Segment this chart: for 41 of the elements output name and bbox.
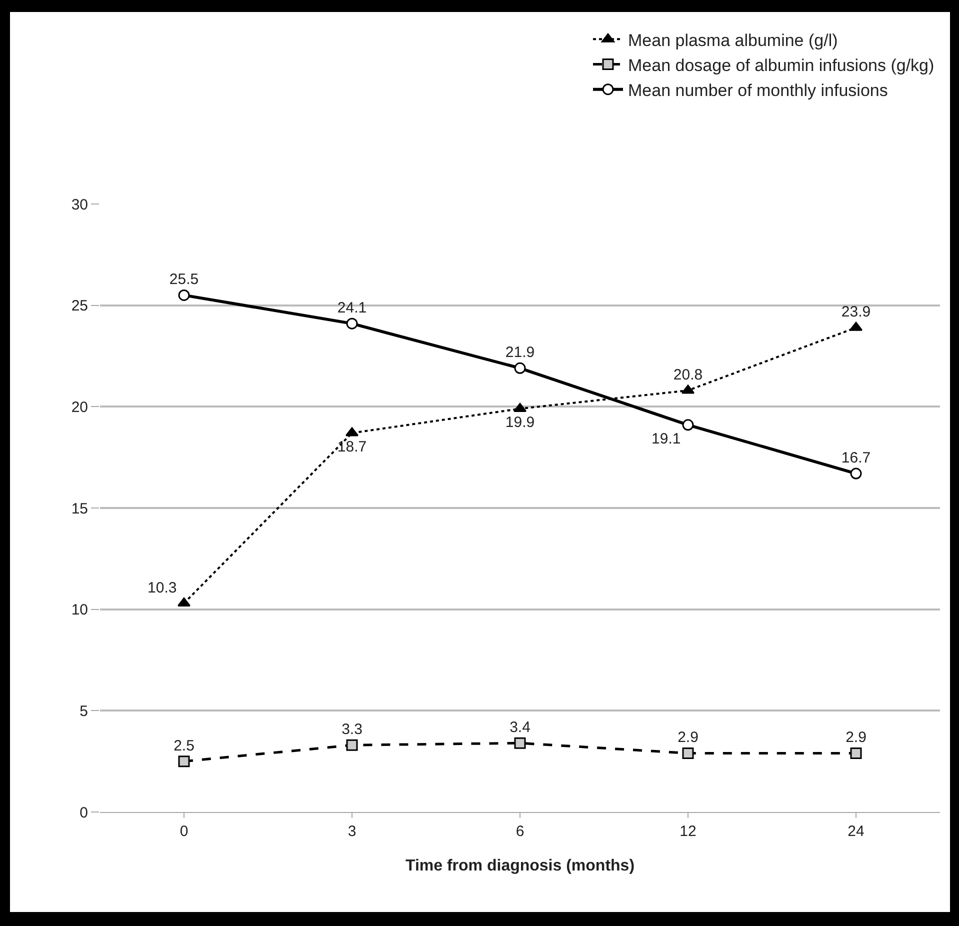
legend-label: Mean number of monthly infusions bbox=[628, 80, 888, 100]
point bbox=[850, 468, 862, 480]
y-tick-label: 0 bbox=[80, 804, 88, 822]
point bbox=[346, 739, 358, 751]
legend-label: Mean dosage of albumin infusions (g/kg) bbox=[628, 56, 934, 75]
x-tick-label: 24 bbox=[848, 823, 864, 840]
data-label: 23.9 bbox=[841, 304, 871, 321]
data-label: 2.9 bbox=[846, 729, 866, 746]
point bbox=[178, 289, 190, 301]
x-axis-title: Time from diagnosis (months) bbox=[405, 858, 635, 875]
y-tick-label: 15 bbox=[71, 500, 88, 518]
point bbox=[850, 747, 862, 759]
data-label: 10.3 bbox=[148, 579, 177, 596]
y-tick-label: 5 bbox=[80, 702, 88, 720]
legend-label: Mean plasma albumine (g/l) bbox=[628, 30, 838, 50]
data-label: 3.4 bbox=[510, 719, 530, 736]
data-label: 3.3 bbox=[342, 721, 362, 738]
point bbox=[178, 756, 190, 768]
data-label: 2.5 bbox=[174, 737, 194, 754]
data-label: 19.1 bbox=[652, 430, 681, 448]
x-tick-label: 3 bbox=[348, 823, 356, 840]
x-tick-label: 6 bbox=[516, 823, 524, 840]
point bbox=[682, 419, 694, 431]
data-label: 2.9 bbox=[678, 729, 698, 746]
data-label: 16.7 bbox=[841, 450, 871, 467]
x-tick-label: 12 bbox=[680, 823, 696, 840]
point bbox=[514, 362, 526, 374]
point bbox=[682, 747, 694, 759]
y-tick-label: 10 bbox=[71, 602, 88, 619]
x-tick-label: 0 bbox=[180, 823, 188, 840]
y-tick-label: 20 bbox=[71, 398, 88, 416]
point bbox=[514, 737, 526, 749]
data-label: 24.1 bbox=[337, 300, 367, 317]
data-label: 20.8 bbox=[673, 366, 703, 384]
data-label: 18.7 bbox=[337, 438, 367, 456]
point bbox=[346, 318, 358, 330]
data-label: 25.5 bbox=[169, 271, 199, 288]
y-tick-label: 30 bbox=[71, 196, 88, 214]
y-tick-label: 25 bbox=[71, 298, 88, 315]
data-label: 19.9 bbox=[505, 414, 535, 432]
data-label: 21.9 bbox=[505, 344, 535, 362]
